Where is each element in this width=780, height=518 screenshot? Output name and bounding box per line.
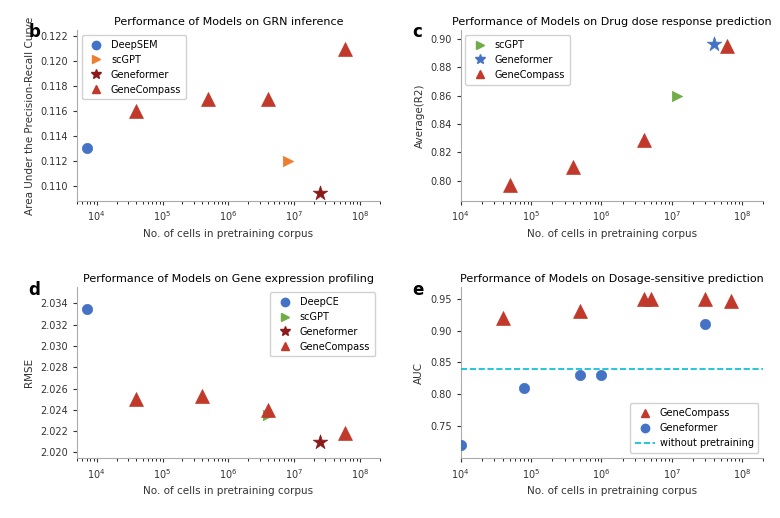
Point [725, 296, 737, 305]
Point [637, 295, 650, 304]
Point [282, 157, 294, 165]
Title: Performance of Models on Drug dose response prediction: Performance of Models on Drug dose respo… [452, 17, 771, 26]
Point [130, 107, 143, 115]
Legend: GeneCompass, Geneformer, without pretraining: GeneCompass, Geneformer, without pretrai… [630, 404, 758, 453]
Point [637, 135, 650, 143]
X-axis label: No. of cells in pretraining corpus: No. of cells in pretraining corpus [144, 229, 314, 239]
Point [196, 392, 208, 400]
Legend: scGPT, Geneformer, GeneCompass: scGPT, Geneformer, GeneCompass [466, 35, 570, 84]
Title: Performance of Models on Dosage-sensitive prediction: Performance of Models on Dosage-sensitiv… [460, 274, 764, 284]
Point [261, 94, 274, 103]
Y-axis label: AUC: AUC [414, 362, 424, 383]
Point [455, 441, 467, 449]
X-axis label: No. of cells in pretraining corpus: No. of cells in pretraining corpus [144, 486, 314, 496]
Point [708, 40, 721, 49]
Y-axis label: Average(R2): Average(R2) [414, 83, 424, 148]
Point [518, 384, 530, 392]
Point [261, 406, 274, 414]
Point [130, 395, 143, 404]
Point [314, 438, 327, 446]
Point [644, 295, 657, 304]
Text: b: b [29, 23, 41, 41]
Point [595, 371, 608, 379]
Point [574, 371, 587, 379]
Title: Performance of Models on Gene expression profiling: Performance of Models on Gene expression… [83, 274, 374, 284]
Point [497, 314, 509, 323]
Point [699, 320, 711, 328]
Point [339, 45, 352, 53]
Y-axis label: Area Under the Precision-Recall Curve: Area Under the Precision-Recall Curve [25, 17, 34, 214]
Y-axis label: RMSE: RMSE [24, 358, 34, 387]
Point [80, 305, 93, 313]
Legend: DeepSEM, scGPT, Geneformer, GeneCompass: DeepSEM, scGPT, Geneformer, GeneCompass [82, 35, 186, 99]
Title: Performance of Models on GRN inference: Performance of Models on GRN inference [114, 17, 343, 26]
Point [339, 429, 352, 437]
Point [671, 91, 683, 99]
X-axis label: No. of cells in pretraining corpus: No. of cells in pretraining corpus [527, 229, 697, 239]
Point [314, 189, 327, 197]
Point [574, 307, 587, 315]
Point [504, 181, 516, 189]
Legend: DeepCE, scGPT, Geneformer, GeneCompass: DeepCE, scGPT, Geneformer, GeneCompass [271, 292, 375, 356]
Point [699, 295, 711, 304]
Text: d: d [29, 281, 41, 298]
Point [567, 163, 580, 171]
Point [80, 145, 93, 153]
Point [261, 411, 274, 419]
Text: e: e [412, 281, 424, 298]
X-axis label: No. of cells in pretraining corpus: No. of cells in pretraining corpus [527, 486, 697, 496]
Text: c: c [412, 23, 422, 41]
Point [202, 94, 215, 103]
Point [720, 42, 732, 50]
